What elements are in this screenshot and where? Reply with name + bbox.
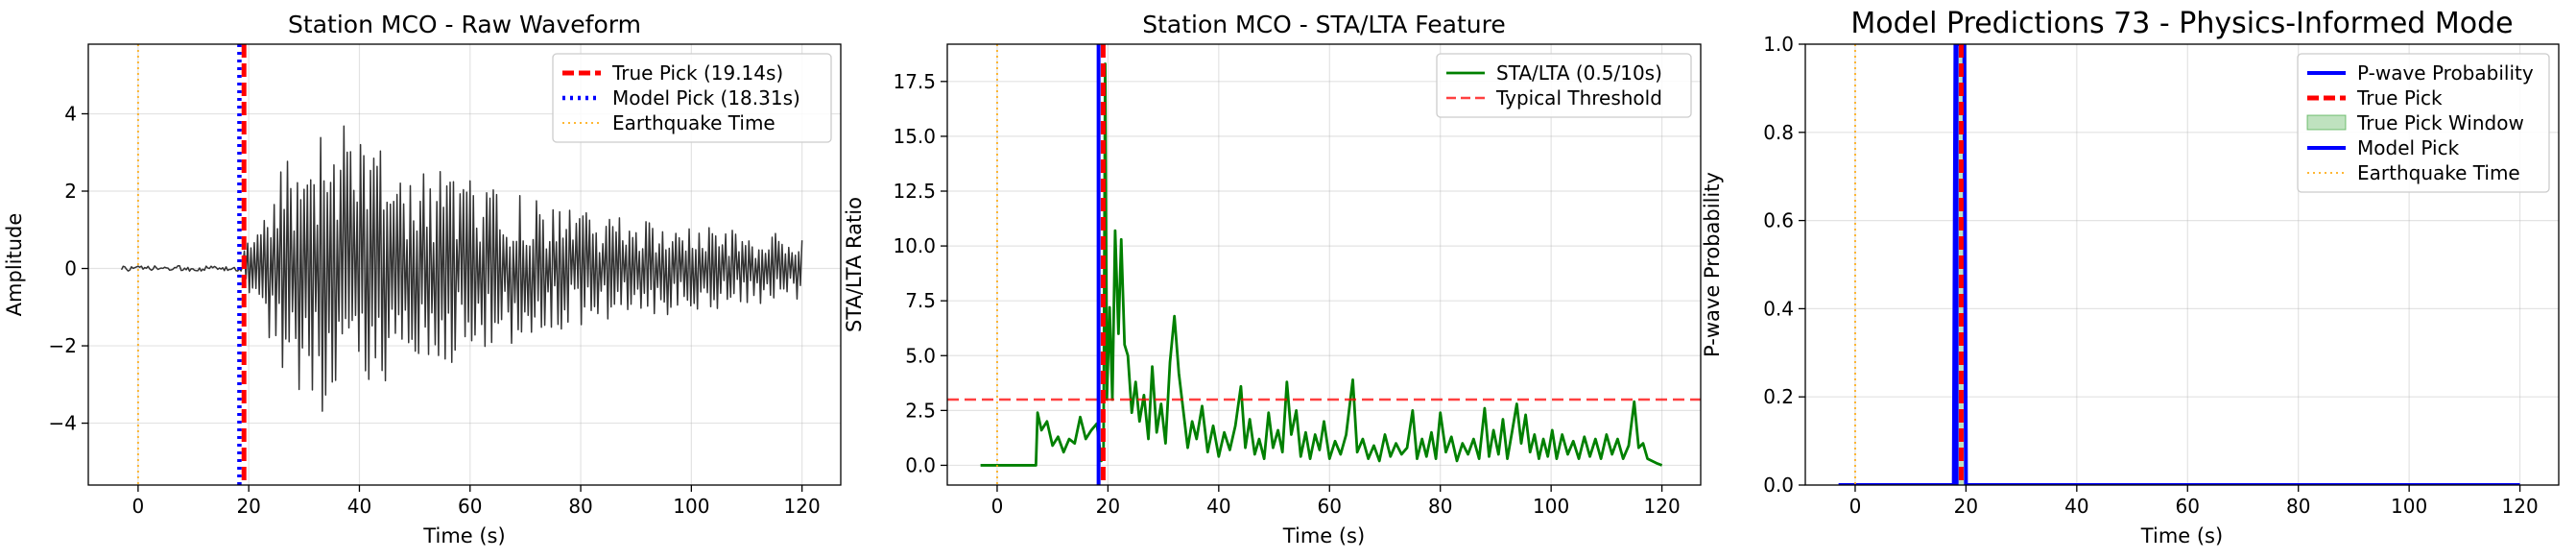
y-tick-label: 1.0 <box>1763 33 1794 56</box>
x-tick-label: 0 <box>991 495 1004 518</box>
y-tick-label: 0.6 <box>1763 209 1794 232</box>
legend-item: Model Pick (18.31s) <box>562 86 800 109</box>
x-tick-label: 0 <box>132 495 145 518</box>
x-tick-label: 20 <box>1954 495 1978 518</box>
x-tick-label: 100 <box>2391 495 2427 518</box>
x-tick-label: 100 <box>1533 495 1569 518</box>
legend-item: True Pick <box>2307 86 2443 109</box>
legend-swatch <box>2306 114 2347 131</box>
axes-frame <box>1804 43 2560 486</box>
x-tick-label: 20 <box>1096 495 1120 518</box>
legend-label: True Pick Window <box>2356 111 2524 134</box>
waveform-trace <box>120 125 803 412</box>
y-tick-label: 7.5 <box>905 289 936 312</box>
chart-title: Station MCO - STA/LTA Feature <box>1142 11 1506 38</box>
y-tick-label: 17.5 <box>893 70 936 93</box>
y-tick-label: 2 <box>64 180 77 203</box>
x-axis-label: Time (s) <box>2140 524 2223 547</box>
y-tick-label: 15.0 <box>893 125 936 148</box>
legend-label: Typical Threshold <box>1495 86 1662 109</box>
plot-area <box>120 44 803 485</box>
x-tick-label: 60 <box>458 495 482 518</box>
y-tick-label: 0.0 <box>1763 474 1794 497</box>
legend: STA/LTA (0.5/10s)Typical Threshold <box>1436 53 1692 118</box>
legend-item: Typical Threshold <box>1446 86 1662 109</box>
legend-label: Model Pick <box>2357 136 2460 159</box>
y-tick-label: 4 <box>64 102 77 125</box>
legend-box <box>1436 53 1692 118</box>
x-tick-label: 20 <box>236 495 260 518</box>
y-tick-label: 2.5 <box>905 399 936 422</box>
x-tick-label: 40 <box>347 495 371 518</box>
axes-frame <box>946 43 1702 486</box>
y-axis-label: Amplitude <box>3 213 26 317</box>
x-tick-label: 120 <box>1644 495 1681 518</box>
legend-item: True Pick Window <box>2306 111 2524 134</box>
legend-label: True Pick (19.14s) <box>611 61 783 85</box>
series-line-1 <box>980 62 1663 467</box>
y-tick-label: 0.0 <box>905 453 936 476</box>
y-axis-label: STA/LTA Ratio <box>843 197 866 332</box>
legend-label: True Pick <box>2356 86 2443 109</box>
legend-label: STA/LTA (0.5/10s) <box>1496 61 1662 85</box>
legend-item: Model Pick <box>2307 136 2460 159</box>
legend-item: STA/LTA (0.5/10s) <box>1446 61 1662 85</box>
x-tick-label: 40 <box>2064 495 2088 518</box>
chart-panel-3: 0 20 40 60 80 100 120 0.0 0.2 0.4 0.6 0.8 1.0 Model P… <box>1701 7 2560 547</box>
legend: True Pick (19.14s)Model Pick (18.31s)Ear… <box>552 53 832 143</box>
x-tick-label: 100 <box>673 495 709 518</box>
legend-label: P-wave Probability <box>2357 61 2534 85</box>
legend-item: True Pick (19.14s) <box>562 61 783 85</box>
y-tick-label: −4 <box>49 412 77 435</box>
plot-area <box>1838 44 2520 485</box>
plot-area <box>947 44 1701 485</box>
legend-box <box>2297 53 2550 193</box>
x-tick-label: 120 <box>2502 495 2539 518</box>
y-tick-label: 5.0 <box>905 344 936 367</box>
x-tick-label: 120 <box>784 495 821 518</box>
x-tick-label: 80 <box>2286 495 2310 518</box>
chart-panel-2: 0 20 40 60 80 100 120 0.0 2.5 5.0 7.5 10.0 12.5 15.0 1… <box>843 11 1702 547</box>
x-axis-label: Time (s) <box>422 524 505 547</box>
y-tick-label: 0.2 <box>1763 385 1794 408</box>
legend-label: Earthquake Time <box>612 111 775 134</box>
x-tick-label: 40 <box>1206 495 1230 518</box>
legend-item: P-wave Probability <box>2307 61 2534 85</box>
y-tick-label: 0.4 <box>1763 297 1794 320</box>
chart-title: Model Predictions 73 - Physics-Informed … <box>1850 7 2513 40</box>
x-axis-label: Time (s) <box>1282 524 1365 547</box>
x-tick-label: 60 <box>1318 495 1342 518</box>
y-tick-label: 10.0 <box>893 234 936 257</box>
y-tick-label: 0 <box>64 257 77 280</box>
chart-title: Station MCO - Raw Waveform <box>288 11 641 38</box>
x-tick-label: 80 <box>568 495 592 518</box>
chart-panel-1: 0 20 40 60 80 100 120 −4 −2 0 2 4 Station MCO - Raw … <box>3 11 842 547</box>
x-tick-label: 60 <box>2176 495 2200 518</box>
y-tick-label: 12.5 <box>893 180 936 203</box>
legend-label: Earthquake Time <box>2357 161 2520 184</box>
y-tick-label: 0.8 <box>1763 121 1794 144</box>
x-tick-label: 0 <box>1849 495 1862 518</box>
x-tick-label: 80 <box>1428 495 1452 518</box>
axes-frame <box>87 43 842 486</box>
legend-box <box>552 53 832 143</box>
y-axis-label: P-wave Probability <box>1701 172 1724 357</box>
legend-label: Model Pick (18.31s) <box>612 86 800 109</box>
legend-item: Earthquake Time <box>562 111 775 134</box>
legend-item: Earthquake Time <box>2307 161 2520 184</box>
y-tick-label: −2 <box>49 334 77 357</box>
